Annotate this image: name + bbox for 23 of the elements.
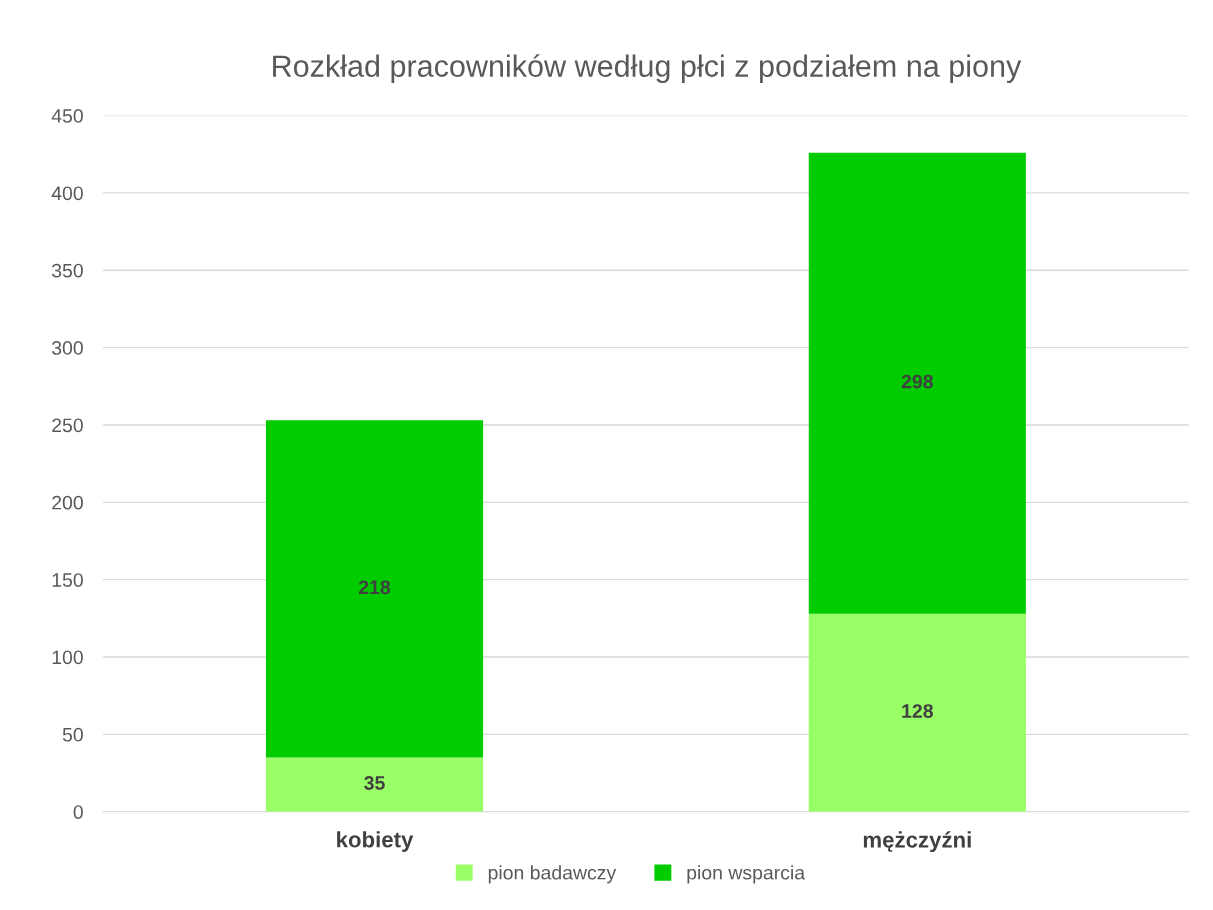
y-tick-label: 0 <box>73 805 83 819</box>
y-tick-label: 250 <box>52 418 83 433</box>
data-label: 128 <box>902 704 933 718</box>
y-tick-label: 200 <box>52 495 83 510</box>
y-tick-label: 100 <box>52 650 83 665</box>
bar <box>265 757 484 812</box>
y-tick-label: 150 <box>52 573 83 587</box>
bar <box>808 152 1026 614</box>
bar <box>808 613 1026 812</box>
data-label: 35 <box>364 776 385 790</box>
bar <box>265 420 484 758</box>
y-tick-label: 50 <box>62 727 83 742</box>
y-tick-label: 350 <box>51 263 83 278</box>
data-label: 298 <box>901 374 933 389</box>
x-tick-label: kobiety <box>337 831 414 852</box>
legend-label: pion badawczy <box>488 865 617 884</box>
x-tick-label: mężczyźni <box>863 831 971 853</box>
y-tick-label: 450 <box>51 109 83 123</box>
chart-title: Rozkład pracowników według płci z podziałem na piony <box>273 54 1022 84</box>
y-tick-label: 400 <box>51 186 83 201</box>
y-tick-label: 300 <box>51 341 83 355</box>
legend-label: pion wsparcia <box>687 865 806 884</box>
data-label: 218 <box>358 580 391 595</box>
